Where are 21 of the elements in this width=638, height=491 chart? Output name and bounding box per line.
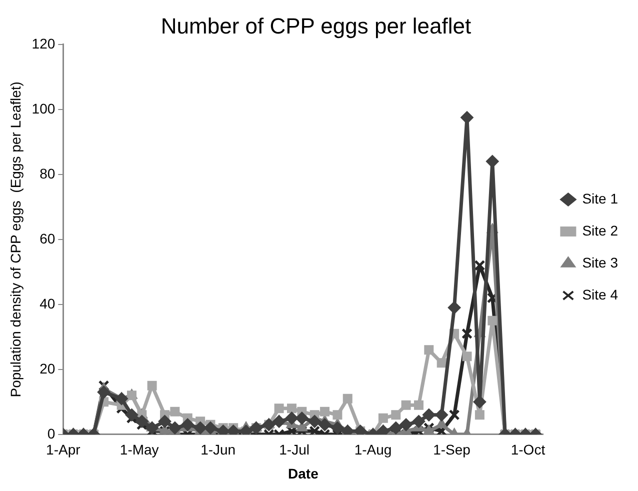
y-tick-label: 100 [32,100,56,116]
y-tick-label: 80 [40,165,56,182]
legend-label: Site 3 [582,254,618,270]
y-tick-label: 60 [40,230,56,246]
y-tick-label: 120 [32,35,56,52]
legend-label: Site 4 [582,286,618,302]
x-tick-label: 1-Apr [46,442,81,458]
y-tick-label: 40 [40,295,56,312]
x-tick-label: 1-May [120,442,159,458]
y-axis-title: Population density of CPP eggs (Eggs per Leaflet) [7,82,24,398]
x-tick-label: 1-Oct [510,442,546,458]
x-tick-label: 1-Aug [354,442,392,458]
x-tick-label: 1-Jul [279,442,310,458]
x-axis-title: Date [288,465,319,482]
y-tick-label: 20 [40,360,56,376]
chart-title: Number of CPP eggs per leaflet [160,13,472,38]
y-tick-label: 0 [47,425,56,442]
legend-label: Site 1 [582,190,618,206]
x-tick-label: 1-Sep [433,442,471,458]
x-tick-label: 1-Jun [200,442,236,458]
legend-label: Site 2 [582,222,618,238]
